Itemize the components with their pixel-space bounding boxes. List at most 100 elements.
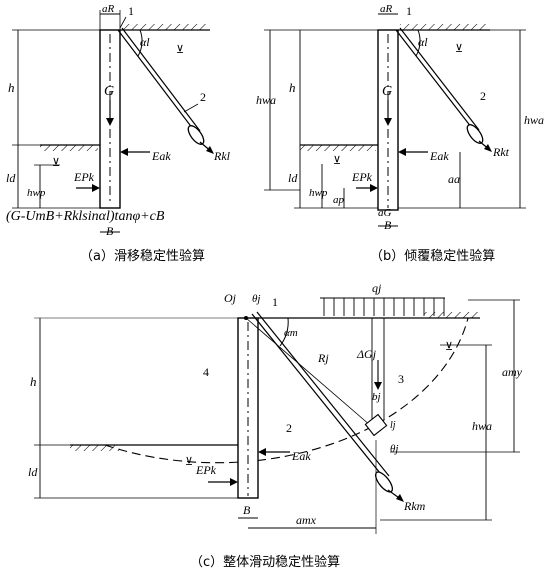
- caption-c: （c）整体滑动稳定性验算: [190, 554, 340, 570]
- Epk-a-label: EPk: [73, 170, 95, 184]
- G-b-arrowhead: [384, 118, 392, 126]
- anchor-c-line1: [251, 313, 385, 479]
- anchor-b-line2: [399, 27, 480, 131]
- bj-label: bj: [372, 391, 381, 403]
- ld-b-label: ld: [288, 171, 298, 185]
- h-c-label: h: [30, 374, 37, 389]
- aa-b-label: aa: [448, 172, 460, 186]
- caption-b: （b）倾覆稳定性验算: [370, 248, 495, 264]
- B-c-label: B: [243, 503, 251, 517]
- water-symbol-c2: ⊻: [445, 341, 453, 353]
- amy-label: amy: [502, 365, 523, 379]
- alpha-b-arc: [415, 29, 421, 57]
- dG-arrowhead: [374, 382, 382, 390]
- label-2-b: 2: [480, 89, 486, 103]
- dG-label: ΔGj: [356, 347, 377, 361]
- panel-a: ⊻ ⊻ αl aR 1 h ld hwp G: [6, 3, 231, 238]
- label-1-a: 1: [128, 4, 134, 18]
- label-3-c: 3: [398, 372, 404, 386]
- hwp-b-label: hwp: [309, 187, 328, 199]
- water-symbol-b1: ⊻: [455, 43, 463, 55]
- alpha-b-label: αl: [418, 35, 428, 49]
- anchor-c-bulb: [374, 471, 394, 493]
- label-1-b: 1: [406, 4, 412, 18]
- Epk-c-arrowhead: [230, 478, 238, 486]
- leader-1-a: [119, 16, 127, 29]
- ld-c-label: ld: [28, 465, 38, 479]
- Eak-b-label: Eak: [429, 149, 449, 163]
- panel-c: ⊻ ⊻ qj ΔGj bj Rkm Rj Oj: [28, 281, 523, 534]
- ground-b-hatch-top: [400, 24, 488, 30]
- B-a-label: B: [106, 224, 114, 238]
- Rk-a-label: Rkl: [213, 149, 231, 163]
- Eak-b-arrowhead: [398, 148, 406, 156]
- water-symbol-a2: ⊻: [52, 157, 60, 169]
- anchor-a-line1: [117, 29, 197, 134]
- aR-b-label: aR: [380, 3, 393, 15]
- G-a-label: G: [104, 84, 114, 99]
- ground-a-hatch-top: [122, 24, 208, 30]
- radius-Rj: [245, 317, 379, 433]
- anchor-a-line2: [121, 27, 201, 132]
- hwa-b-label-left: hwa: [256, 93, 276, 107]
- aR-a-label: aR: [102, 3, 115, 15]
- panel-b: ⊻ ⊻ αl aR 1 hwa h ld hwp ap G 2 Rkt: [256, 3, 544, 232]
- caption-a: （a）滑移稳定性验算: [80, 248, 205, 264]
- water-symbol-c1: ⊻: [185, 456, 193, 468]
- ground-a-hatch-left: [40, 145, 98, 151]
- Rkm-arrowhead: [396, 494, 404, 502]
- center-O-point: [244, 316, 248, 320]
- label-4-c: 4: [203, 365, 209, 379]
- Epk-a-arrowhead: [92, 184, 100, 192]
- label-2-c: 2: [286, 421, 292, 435]
- G-b-label: G: [382, 84, 392, 99]
- Eak-a-label: Eak: [151, 149, 171, 163]
- alpha-m-label: αm: [284, 327, 298, 339]
- slip-circle-arc: [104, 317, 469, 464]
- slice-base-block: [364, 413, 388, 437]
- hwa-b-label-right: hwa: [524, 113, 544, 127]
- B-b-label: B: [384, 218, 392, 232]
- ap-b-label: ap: [333, 194, 345, 206]
- lj-label: lj: [390, 420, 396, 431]
- anchor-b-line1: [395, 29, 476, 133]
- rk-b-arrowhead: [484, 144, 492, 152]
- h-b-label: h: [289, 80, 296, 95]
- ground-c-hatch-top: [424, 312, 478, 318]
- Eak-c-label: Eak: [291, 449, 311, 463]
- alpha-m-arc: [279, 317, 289, 347]
- Epk-b-label: EPk: [351, 170, 373, 184]
- leader-2-a: [183, 103, 199, 113]
- Rkm-label: Rkm: [403, 499, 426, 513]
- Epk-c-label: EPk: [195, 463, 217, 477]
- hwp-a-label: hwp: [27, 187, 46, 199]
- Rk-b-label: Rkt: [492, 145, 510, 159]
- Oj-label: Oj: [224, 291, 237, 305]
- qj-label: qj: [372, 281, 382, 295]
- anchor-c-line2: [256, 311, 390, 477]
- ground-b-hatch-left: [300, 145, 376, 151]
- alpha-a-label: αl: [140, 35, 150, 49]
- h-a-label: h: [8, 80, 15, 95]
- Eak-c-arrowhead: [258, 448, 266, 456]
- ground-c-hatch-left: [70, 445, 120, 451]
- qj-arrows: [323, 298, 445, 316]
- label-2-a: 2: [200, 90, 206, 104]
- water-symbol-a1: ⊻: [176, 44, 184, 56]
- theta-top-label: θj: [252, 293, 260, 305]
- Rj-label: Rj: [317, 351, 329, 365]
- rk-a-arrowhead: [206, 146, 214, 154]
- aG-b-label: aG: [378, 207, 392, 219]
- Epk-b-arrowhead: [370, 184, 378, 192]
- alpha-a-arc: [137, 29, 143, 57]
- G-a-arrowhead: [106, 118, 114, 126]
- anchor-a-bulb: [187, 125, 205, 145]
- amx-label: amx: [296, 513, 317, 527]
- theta-bottom-label: θj: [390, 443, 398, 455]
- ld-a-label: ld: [6, 171, 16, 185]
- Eak-a-arrowhead: [120, 148, 128, 156]
- hwa-c-label: hwa: [472, 419, 492, 433]
- water-symbol-b2: ⊻: [333, 155, 341, 167]
- label-1-c: 1: [272, 295, 278, 309]
